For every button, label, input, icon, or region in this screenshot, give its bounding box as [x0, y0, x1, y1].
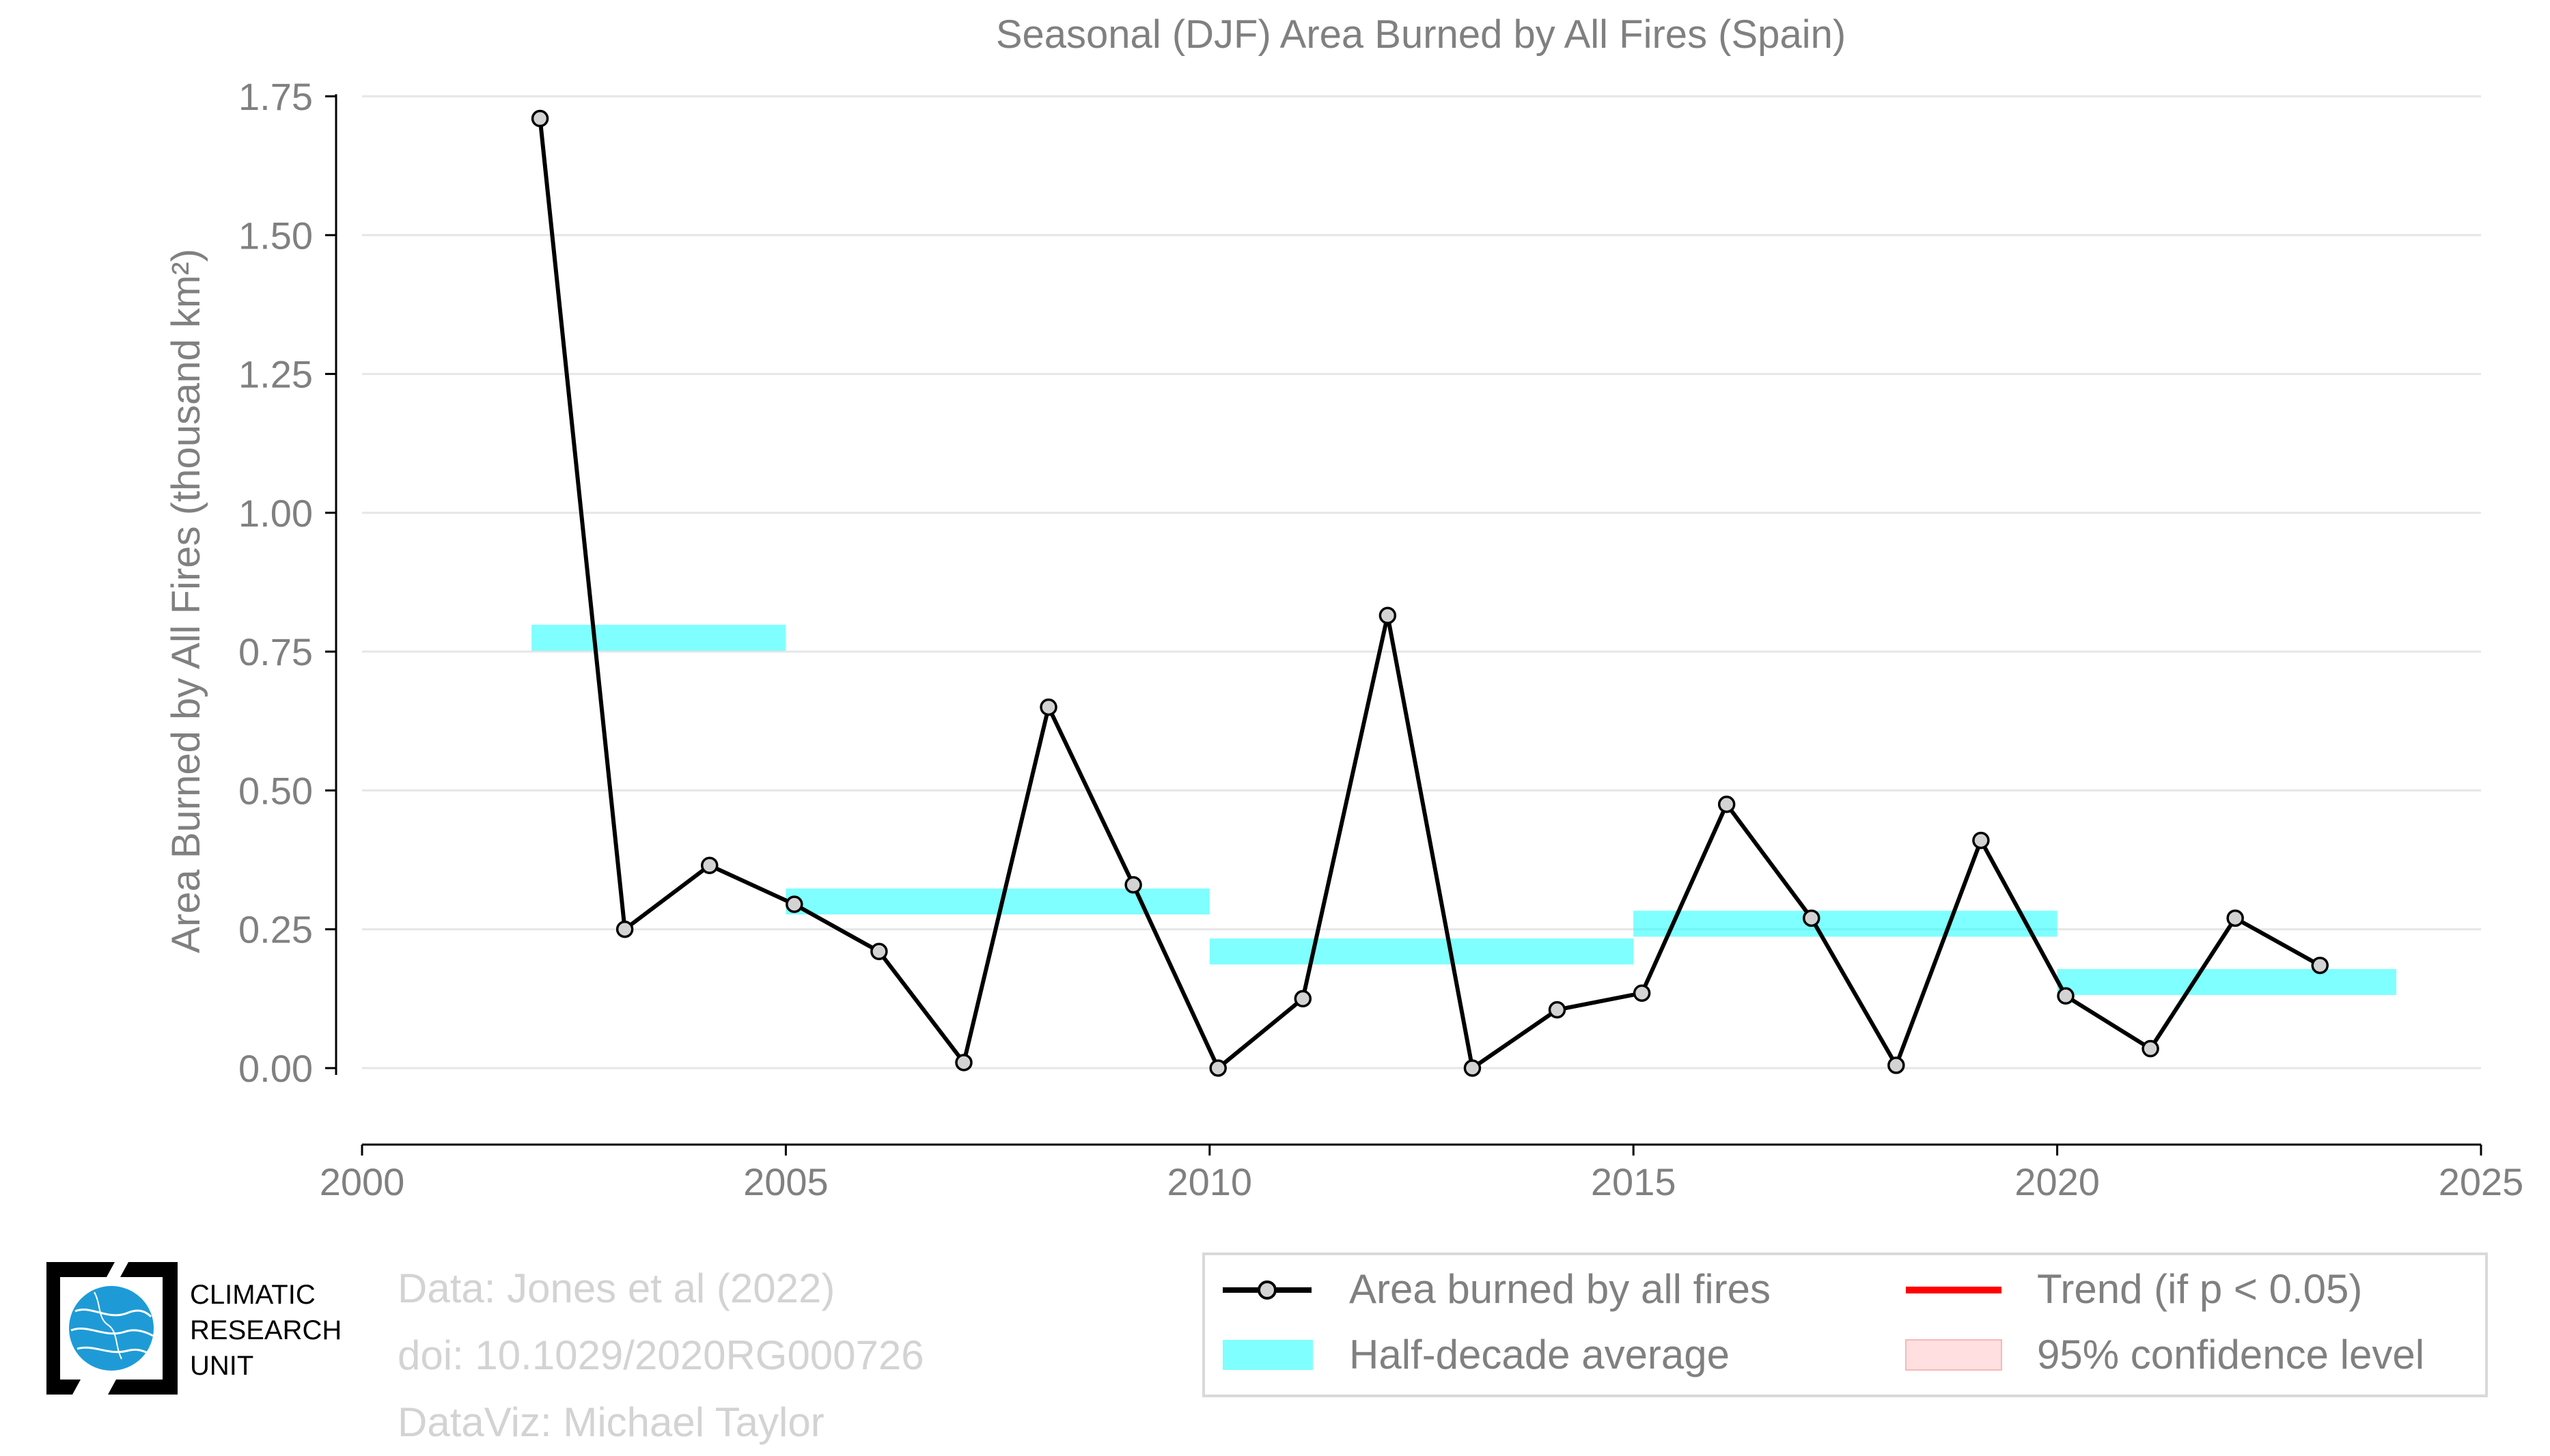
data-point — [1040, 698, 1057, 716]
x-tick-label: 2025 — [2439, 1160, 2524, 1203]
logo-line-1: CLIMATIC — [190, 1280, 316, 1310]
x-tick-label: 2020 — [2014, 1160, 2100, 1203]
data-point — [955, 1054, 973, 1072]
logo-line-3: UNIT — [190, 1351, 254, 1381]
credits: Data: Jones et al (2022) doi: 10.1029/20… — [398, 1255, 924, 1456]
y-axis-label: Area Burned by All Fires (thousand km²) — [164, 249, 208, 953]
x-tick-label: 2005 — [743, 1160, 829, 1203]
grid-lines — [362, 95, 2481, 1069]
data-point — [531, 109, 549, 128]
data-point — [1887, 1056, 1905, 1074]
data-point — [2311, 956, 2329, 975]
x-tick-label: 2010 — [1167, 1160, 1253, 1203]
data-point — [1463, 1059, 1482, 1077]
y-tick-label: 0.50 — [238, 769, 313, 812]
x-axis: 2000 2005 2010 2015 2020 2025 — [320, 1143, 2524, 1203]
data-point — [1378, 606, 1397, 625]
data-point — [1633, 984, 1651, 1002]
y-tick-label: 1.75 — [238, 75, 313, 118]
data-point — [1803, 909, 1820, 927]
y-tick-label: 1.50 — [238, 214, 313, 257]
cru-logo — [40, 1257, 183, 1403]
data-point — [870, 942, 888, 960]
y-tick-label: 0.25 — [238, 908, 313, 951]
cru-logo-text: CLIMATIC RESEARCH UNIT — [190, 1277, 342, 1384]
credit-doi: doi: 10.1029/2020RG000726 — [398, 1332, 924, 1378]
data-point — [1972, 831, 1990, 850]
y-tick-label: 1.00 — [238, 492, 313, 535]
data-point — [1294, 990, 1312, 1008]
y-axis: 0.00 0.25 0.50 0.75 1.00 1.25 1.50 1.75 — [238, 75, 337, 1090]
x-tick-label: 2000 — [320, 1160, 405, 1203]
legend: Area burned by all fires Trend (if p < 0… — [1202, 1252, 2488, 1397]
series-area-burned — [531, 109, 2329, 1077]
data-point — [2142, 1039, 2159, 1058]
data-point — [786, 895, 803, 913]
series-line — [538, 118, 2321, 1070]
data-point — [1124, 876, 1142, 894]
legend-label-confidence: 95% confidence level — [2037, 1332, 2424, 1377]
half-decade-bar — [2057, 968, 2396, 995]
data-point — [1717, 796, 1736, 813]
data-point — [2057, 987, 2075, 1005]
y-tick-label: 1.25 — [238, 353, 313, 396]
globe-icon — [46, 1262, 178, 1395]
data-point — [615, 920, 634, 938]
half-decade-bar — [531, 624, 786, 651]
data-point — [1209, 1059, 1227, 1077]
data-point — [1548, 1000, 1566, 1019]
half-decade-bar — [1633, 910, 2057, 937]
half-decade-bar — [1209, 938, 1634, 965]
legend-label-trend: Trend (if p < 0.05) — [2037, 1266, 2362, 1312]
data-point — [700, 856, 719, 874]
credit-data-source: Data: Jones et al (2022) — [398, 1265, 835, 1311]
x-tick-label: 2015 — [1591, 1160, 1676, 1203]
legend-label-area-burned: Area burned by all fires — [1349, 1266, 1771, 1312]
y-tick-label: 0.00 — [238, 1047, 313, 1090]
chart-title: Seasonal (DJF) Area Burned by All Fires … — [996, 12, 1846, 57]
credit-dataviz: DataViz: Michael Taylor — [398, 1399, 824, 1445]
legend-box — [1202, 1252, 2488, 1397]
data-point — [2226, 909, 2244, 927]
legend-half-decade-swatch — [1223, 1340, 1313, 1370]
half-decade-bands — [531, 624, 2396, 995]
legend-marker-swatch — [1258, 1280, 1277, 1300]
y-tick-label: 0.75 — [238, 630, 313, 673]
logo-line-2: RESEARCH — [190, 1315, 342, 1345]
legend-confidence-swatch — [1905, 1339, 2002, 1371]
legend-label-half-decade: Half-decade average — [1349, 1332, 1730, 1377]
